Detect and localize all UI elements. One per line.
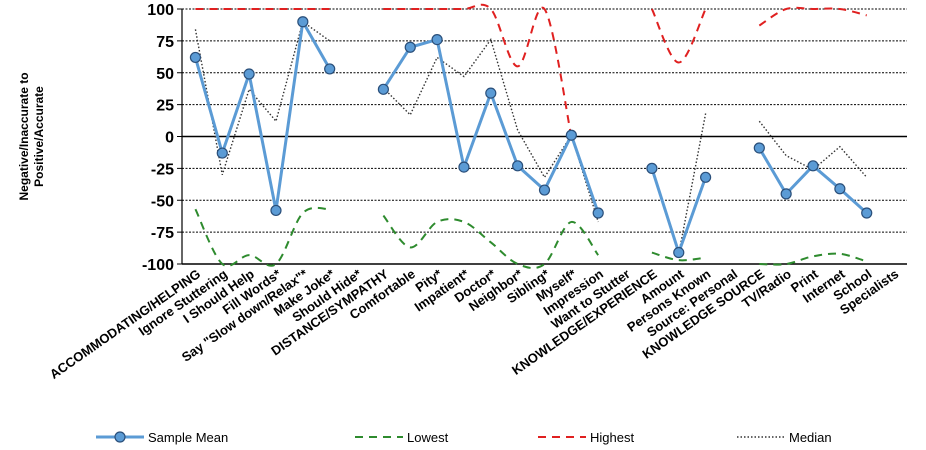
data-point [324,63,336,75]
y-tick-label: 0 [165,130,174,147]
data-point [592,207,604,219]
y-axis-label: Negative/Inaccurate toPositive/Accurate [17,72,46,200]
gridlines [182,8,907,233]
legend-label: Sample Mean [148,430,228,445]
y-tick-label: 100 [147,2,174,19]
data-point [780,188,792,200]
data-point [700,171,712,183]
legend-item: Lowest [355,430,449,445]
data-point [646,162,658,174]
series-sample-mean [189,16,873,259]
legend-item: Median [737,430,832,445]
data-point [861,207,873,219]
series-line [651,113,707,255]
legend-item: Sample Mean [96,430,228,445]
data-point [243,68,255,80]
y-tick-label: 75 [156,34,174,51]
series-line [383,3,573,137]
series-highest [195,3,867,137]
data-point [404,41,416,53]
series-median [194,20,868,255]
data-point [485,87,497,99]
series-line [193,20,331,212]
series-line [382,38,599,223]
y-tick-label: -50 [151,193,174,210]
legend: Sample Mean Lowest Highest Median [96,430,832,445]
data-point [377,83,389,95]
series-line [651,251,706,262]
series-line [759,252,868,266]
data-point [216,147,228,159]
data-point [807,160,819,172]
data-point [270,204,282,217]
axes: 100 75 50 25 0 -25 -50 -75 -100 [142,2,907,274]
series-line [382,214,600,270]
series-line [650,167,708,255]
category-label: ACCOMMODATING/HELPING [47,266,203,382]
data-point [538,184,551,196]
legend-label: Highest [590,430,634,445]
data-point [297,16,309,28]
y-tick-label: -100 [142,257,174,274]
y-tick-label: -75 [151,225,174,242]
series-lowest [194,206,868,270]
data-point [512,160,524,172]
data-point [458,161,470,173]
legend-label: Lowest [407,430,449,445]
series-line [651,8,707,64]
legend-marker [114,431,126,443]
data-point [673,246,685,259]
data-point [431,33,443,46]
data-point [565,129,577,141]
y-tick-label: -25 [151,161,174,178]
data-point [189,51,202,64]
series-line [194,20,331,175]
series-line [382,38,600,214]
series-line [194,206,330,267]
data-point [834,183,846,195]
data-point [753,142,765,154]
y-tick-label: 25 [156,98,174,115]
legend-item: Highest [538,430,634,445]
y-tick-label: 50 [156,66,174,83]
series-line [758,6,867,27]
series-line [758,147,868,215]
series-lines [189,3,873,270]
legend-label: Median [789,430,832,445]
